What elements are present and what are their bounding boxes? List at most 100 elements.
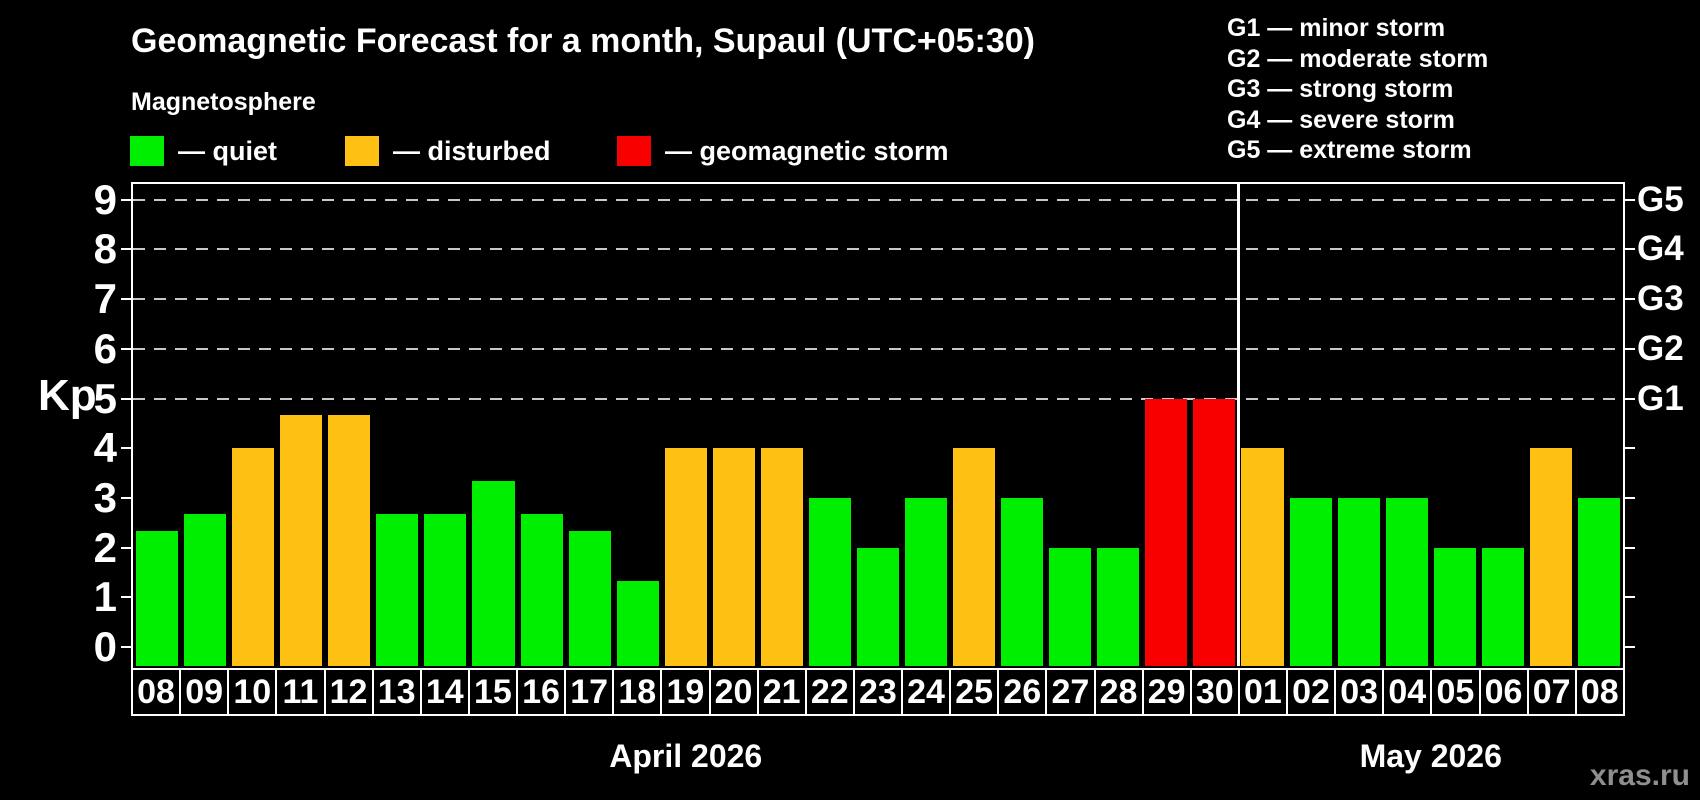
month-label: April 2026 [609, 738, 763, 774]
day-label-cell: 06 [1481, 670, 1529, 714]
y-axis-tick [121, 546, 133, 549]
day-label-cell: 03 [1336, 670, 1385, 714]
gridline-kp7 [133, 298, 1623, 301]
kp-bar [808, 497, 851, 666]
right-axis-tick [1623, 596, 1635, 599]
day-label-cell: 05 [1432, 670, 1481, 714]
day-label-cell: 10 [229, 670, 278, 714]
kp-bar [1001, 497, 1044, 666]
kp-bar [376, 514, 419, 666]
kp-bar [1241, 448, 1284, 666]
y-axis-tick-label: 1 [93, 573, 117, 621]
kp-bar [1577, 497, 1620, 666]
kp-bar [472, 481, 515, 666]
disturbed-swatch-icon [345, 136, 379, 166]
right-axis-tick [1623, 546, 1635, 549]
kp-bar [712, 448, 755, 666]
kp-bar [616, 580, 659, 666]
g-scale-label-g1: G1 [1637, 378, 1684, 418]
day-label-cell: 11 [277, 670, 326, 714]
y-axis-tick-label: 2 [93, 523, 117, 571]
legend-item-label: — geomagnetic storm [665, 136, 949, 166]
day-label-cell: 07 [1529, 670, 1577, 714]
day-label-cell: 17 [566, 670, 615, 714]
kp-bar [1481, 547, 1524, 666]
day-label-cell: 08 [133, 670, 182, 714]
g-scale-label-g2: G2 [1637, 328, 1684, 368]
g-scale-label-g3: G3 [1637, 279, 1684, 319]
right-axis-tick [1623, 447, 1635, 450]
day-label-cell: 01 [1240, 670, 1288, 714]
y-axis-tick-label: 8 [93, 225, 117, 273]
day-label-cell: 21 [759, 670, 807, 714]
watermark: xras.ru [1589, 759, 1690, 792]
y-axis-tick [121, 496, 133, 499]
kp-bar [1385, 497, 1428, 666]
y-axis-tick-label: 5 [93, 374, 117, 422]
day-label-cell: 13 [374, 670, 422, 714]
chart-title: Geomagnetic Forecast for a month, Supaul… [131, 22, 1036, 60]
day-label-cell: 22 [807, 670, 855, 714]
y-axis-tick [121, 198, 133, 201]
month-divider-line [1236, 184, 1240, 666]
legend-item-quiet: — quiet [130, 136, 277, 166]
day-label-cell: 27 [1047, 670, 1096, 714]
day-label-cell: 12 [326, 670, 374, 714]
g-scale-label-g5: G5 [1637, 179, 1684, 219]
day-label-cell: 26 [999, 670, 1048, 714]
day-label-cell: 23 [855, 670, 903, 714]
day-label-cell: 20 [711, 670, 759, 714]
legend-item-disturbed: — disturbed [345, 136, 551, 166]
storm-scale-item-g1: G1 — minor storm [1227, 14, 1446, 42]
kp-bar [905, 497, 948, 666]
legend-item-label: — quiet [178, 136, 277, 166]
day-label-cell: 29 [1144, 670, 1192, 714]
kp-bar [1337, 497, 1380, 666]
kp-bar [1289, 497, 1332, 666]
y-axis-tick-label: 6 [93, 324, 117, 372]
day-label-cell: 15 [470, 670, 518, 714]
g-scale-label-g4: G4 [1637, 229, 1684, 269]
kp-bar [664, 448, 707, 666]
gridline-kp5 [133, 397, 1623, 400]
kp-bar [136, 531, 179, 666]
kp-bar [1193, 398, 1236, 666]
kp-bar [1097, 547, 1140, 666]
y-axis-tick [121, 646, 133, 648]
day-label-cell: 24 [903, 670, 952, 714]
kp-bar [1529, 448, 1572, 666]
storm-scale-legend: G1 — minor storm G2 — moderate storm G3 … [1227, 13, 1488, 166]
kp-bar [184, 514, 227, 666]
right-axis-tick [1623, 347, 1635, 350]
month-label: May 2026 [1359, 738, 1502, 774]
gridline-kp8 [133, 248, 1623, 251]
kp-bar [953, 448, 996, 666]
right-axis-tick [1623, 298, 1635, 301]
quiet-swatch-icon [130, 136, 164, 166]
day-label-cell: 28 [1096, 670, 1144, 714]
right-axis-tick [1623, 198, 1635, 201]
storm-scale-item-g2: G2 — moderate storm [1227, 44, 1489, 73]
y-axis-tick-label: 4 [93, 424, 117, 472]
y-axis-tick [121, 298, 133, 301]
kp-bar [328, 414, 371, 666]
kp-bar [760, 448, 803, 666]
kp-bar [424, 514, 467, 666]
day-label-cell: 25 [951, 670, 1000, 714]
y-axis-tick [121, 596, 133, 599]
kp-bar [1433, 547, 1476, 666]
legend-item-label: — disturbed [393, 136, 551, 166]
y-axis-tick [121, 397, 133, 400]
kp-bar [232, 448, 275, 666]
magnetosphere-label: Magnetosphere [131, 88, 316, 116]
y-axis-tick-label: 7 [93, 275, 117, 323]
y-axis-tick [121, 248, 133, 251]
storm-scale-item-g5: G5 — extreme storm [1227, 136, 1472, 164]
right-axis-tick [1623, 496, 1635, 499]
day-label-cell: 14 [422, 670, 470, 714]
y-axis-tick-label: 3 [93, 473, 117, 521]
day-axis-row: 08 09 10 11 12 13 14 15 16 17 18 19 20 21 22 23 24 25 26 27… [131, 668, 1625, 716]
legend-item-storm: — geomagnetic storm [617, 136, 949, 166]
day-label-cell: 04 [1384, 670, 1433, 714]
